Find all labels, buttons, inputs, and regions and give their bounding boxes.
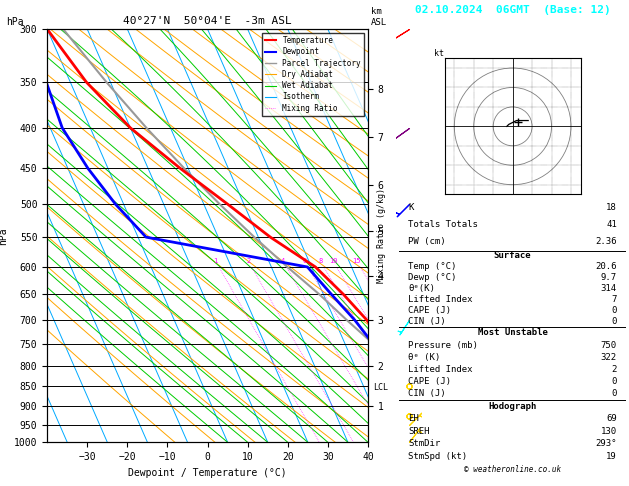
Text: LCL: LCL [374, 383, 389, 392]
Text: CAPE (J): CAPE (J) [408, 306, 452, 315]
Legend: Temperature, Dewpoint, Parcel Trajectory, Dry Adiabat, Wet Adiabat, Isotherm, Mi: Temperature, Dewpoint, Parcel Trajectory… [262, 33, 364, 116]
Text: 2: 2 [246, 258, 250, 264]
Text: Mixing Ratio (g/kg): Mixing Ratio (g/kg) [377, 188, 386, 283]
Text: StmSpd (kt): StmSpd (kt) [408, 451, 467, 461]
Text: Temp (°C): Temp (°C) [408, 262, 457, 271]
Y-axis label: hPa: hPa [0, 227, 8, 244]
Text: 20: 20 [370, 258, 378, 264]
Text: CAPE (J): CAPE (J) [408, 377, 452, 386]
Text: 750: 750 [601, 341, 617, 349]
Text: 314: 314 [601, 284, 617, 293]
Text: 20.6: 20.6 [595, 262, 617, 271]
Text: 9.7: 9.7 [601, 273, 617, 282]
Text: 69: 69 [606, 414, 617, 423]
Title: 40°27'N  50°04'E  -3m ASL: 40°27'N 50°04'E -3m ASL [123, 16, 292, 26]
Text: © weatheronline.co.uk: © weatheronline.co.uk [464, 465, 561, 473]
Text: 15: 15 [352, 258, 361, 264]
Text: 2: 2 [611, 365, 617, 374]
Text: 02.10.2024  06GMT  (Base: 12): 02.10.2024 06GMT (Base: 12) [415, 4, 611, 15]
Text: 293°: 293° [595, 439, 617, 448]
Text: 322: 322 [601, 353, 617, 362]
Text: EH: EH [408, 414, 419, 423]
Text: 19: 19 [606, 451, 617, 461]
Text: Hodograph: Hodograph [489, 402, 537, 411]
Text: PW (cm): PW (cm) [408, 238, 446, 246]
Text: θᵉ(K): θᵉ(K) [408, 284, 435, 293]
Text: Most Unstable: Most Unstable [477, 329, 548, 337]
Text: 18: 18 [606, 203, 617, 212]
Text: Surface: Surface [494, 251, 532, 260]
X-axis label: Dewpoint / Temperature (°C): Dewpoint / Temperature (°C) [128, 468, 287, 478]
Text: 0: 0 [611, 377, 617, 386]
Text: 7: 7 [611, 295, 617, 304]
Text: 6: 6 [303, 258, 306, 264]
Text: K: K [408, 203, 414, 212]
Text: 2.36: 2.36 [595, 238, 617, 246]
Text: Dewp (°C): Dewp (°C) [408, 273, 457, 282]
Text: SREH: SREH [408, 427, 430, 436]
Text: CIN (J): CIN (J) [408, 317, 446, 326]
Text: 10: 10 [329, 258, 337, 264]
Text: CIN (J): CIN (J) [408, 389, 446, 399]
Text: 41: 41 [606, 220, 617, 229]
Text: hPa: hPa [6, 17, 24, 27]
Text: StmDir: StmDir [408, 439, 441, 448]
Text: θᵉ (K): θᵉ (K) [408, 353, 441, 362]
Text: Totals Totals: Totals Totals [408, 220, 478, 229]
Text: 0: 0 [611, 317, 617, 326]
Text: kt: kt [434, 49, 443, 58]
Text: Pressure (mb): Pressure (mb) [408, 341, 478, 349]
Text: 130: 130 [601, 427, 617, 436]
Text: 8: 8 [318, 258, 323, 264]
Text: 4: 4 [281, 258, 285, 264]
Text: Lifted Index: Lifted Index [408, 295, 473, 304]
Text: Lifted Index: Lifted Index [408, 365, 473, 374]
Text: km
ASL: km ASL [371, 7, 387, 27]
Text: 1: 1 [214, 258, 218, 264]
Text: 0: 0 [611, 306, 617, 315]
Text: 0: 0 [611, 389, 617, 399]
